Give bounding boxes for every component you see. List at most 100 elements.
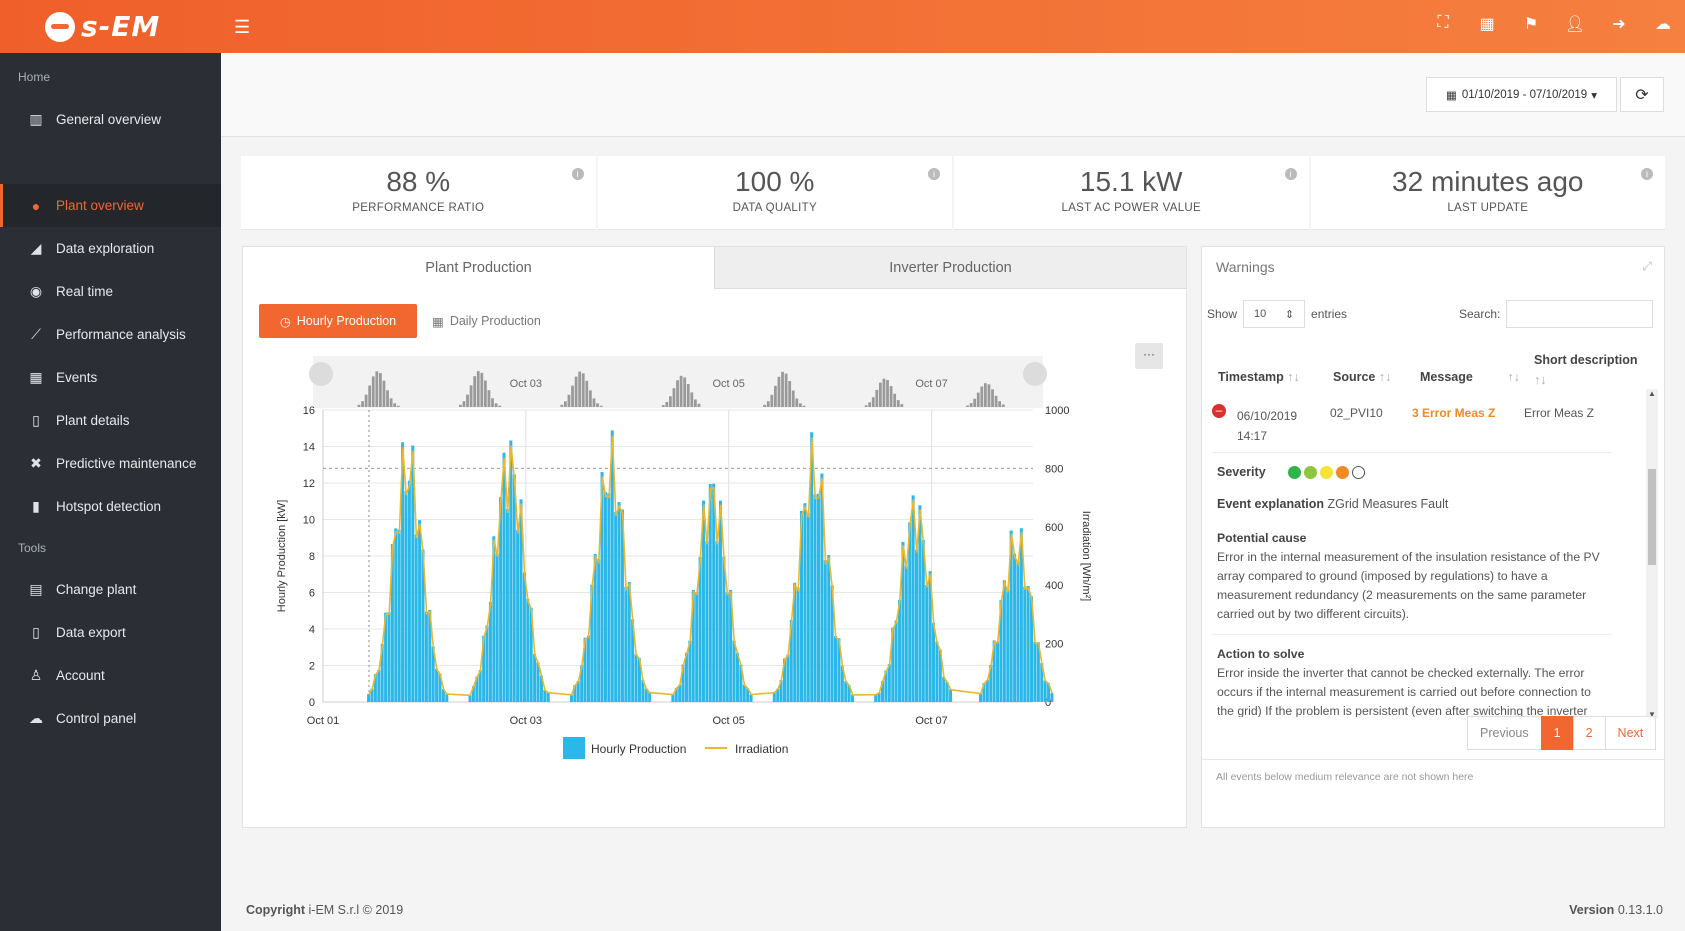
- kpi-label: LAST AC POWER VALUE: [1061, 202, 1201, 214]
- calendar-icon: ▦: [29, 369, 43, 385]
- brand-logo[interactable]: s-EM: [45, 10, 160, 43]
- sidebar-item-account[interactable]: ♙ Account: [0, 654, 221, 697]
- refresh-button[interactable]: ⟳: [1620, 77, 1664, 112]
- next-button[interactable]: Next: [1604, 716, 1657, 750]
- tab-plant-production[interactable]: Plant Production: [425, 260, 532, 276]
- table-row[interactable]: – 06/10/2019 14:17 02_PVI10 3 Error Meas…: [1210, 404, 1622, 446]
- production-bar: [485, 625, 489, 702]
- scroll-up-icon[interactable]: ▲: [1648, 389, 1656, 398]
- production-bar: [505, 509, 509, 702]
- y2-tick-label: 600: [1045, 522, 1063, 534]
- calendar-icon: ▦: [1446, 89, 1457, 102]
- navigator-bar: [581, 373, 585, 407]
- navigator-bar: [563, 401, 567, 407]
- production-bar: [637, 658, 641, 702]
- navigator-bar: [389, 398, 393, 407]
- production-bar: [684, 652, 688, 702]
- navigator-bar: [766, 401, 770, 407]
- table-icon: ▤: [29, 581, 43, 597]
- production-bar: [729, 589, 733, 702]
- sidebar-item-label: General overview: [56, 112, 162, 127]
- previous-button[interactable]: Previous: [1467, 716, 1542, 750]
- sidebar-item-hotspot-detection[interactable]: ▮ Hotspot detection: [0, 485, 221, 528]
- sidebar-item-performance-analysis[interactable]: ⟋ Performance analysis: [0, 313, 221, 356]
- y-tick-label: 10: [303, 515, 315, 527]
- users-icon[interactable]: ☁: [1655, 16, 1671, 33]
- date-range-picker[interactable]: ▦ 01/10/2019 - 07/10/2019 ▾: [1426, 77, 1617, 112]
- info-icon[interactable]: i: [928, 168, 940, 180]
- sidebar-item-label: Real time: [56, 284, 114, 299]
- info-icon[interactable]: i: [1284, 168, 1297, 180]
- production-bar: [996, 641, 1000, 702]
- scroll-thumb[interactable]: [1648, 469, 1656, 565]
- search-input[interactable]: [1506, 300, 1654, 328]
- fullscreen-icon[interactable]: ⤢: [1642, 259, 1652, 273]
- sidebar-item-label: Change plant: [56, 582, 137, 597]
- date-range-label: 01/10/2019 - 07/10/2019: [1461, 88, 1588, 101]
- sidebar-item-change-plant[interactable]: ▤ Change plant: [0, 568, 221, 611]
- navigator-bar: [661, 405, 665, 407]
- production-bar: [648, 692, 652, 702]
- error-icon: –: [1212, 404, 1226, 418]
- flag-icon[interactable]: ⚑: [1523, 16, 1539, 33]
- entries-value: 10: [1254, 308, 1267, 320]
- sidebar-item-predictive-maintenance[interactable]: ✖ Predictive maintenance: [0, 442, 221, 485]
- production-bar: [783, 658, 786, 702]
- production-bar: [681, 664, 685, 702]
- sidebar-item-data-export[interactable]: ▯ Data export: [0, 611, 221, 654]
- sidebar-item-real-time[interactable]: ◉ Real time: [0, 270, 221, 313]
- info-icon[interactable]: i: [571, 168, 584, 180]
- production-bar: [830, 585, 834, 702]
- navigator-bar: [900, 404, 904, 407]
- hourly-production-button[interactable]: ◷ Hourly Production: [259, 304, 417, 338]
- sidebar-item-control-panel[interactable]: ☁ Control panel: [0, 697, 221, 740]
- sidebar-header-home: Home: [18, 70, 51, 84]
- scroll-down-icon[interactable]: ▼: [1648, 710, 1656, 719]
- users-icon: ☁: [29, 710, 43, 726]
- production-bar: [404, 491, 408, 702]
- user-icon[interactable]: 👤︎: [1564, 16, 1586, 33]
- info-icon[interactable]: i: [1641, 168, 1653, 180]
- daily-production-button[interactable]: ▦ Daily Production: [432, 304, 541, 338]
- show-label: Show: [1207, 307, 1238, 321]
- sidebar-item-events[interactable]: ▦ Events: [0, 356, 221, 399]
- row-message[interactable]: 3 Error Meas Z: [1412, 406, 1496, 420]
- irradiation-line: [368, 435, 1053, 697]
- production-bar: [569, 694, 573, 702]
- y-axis-title: Hourly Production [kW]: [276, 500, 288, 612]
- scrollbar[interactable]: ▲ ▼: [1646, 389, 1658, 719]
- navigator-bar: [578, 371, 582, 407]
- potential-cause-text: Error in the internal measurement of the…: [1217, 550, 1600, 621]
- sidebar-item-plant-overview[interactable]: ● Plant overview: [0, 184, 221, 227]
- chart-menu-button[interactable]: ···: [1135, 343, 1163, 369]
- page-1-button[interactable]: 1: [1540, 716, 1574, 750]
- navigator-bar: [987, 384, 991, 407]
- potential-cause-label: Potential cause: [1217, 531, 1307, 545]
- production-bar: [1026, 586, 1030, 702]
- sidebar: Home ▥ General overview ● Plant overview ◢…: [0, 53, 221, 931]
- col-label: Timestamp: [1218, 370, 1284, 384]
- entries-select[interactable]: 10 ⇕: [1243, 300, 1306, 328]
- navigator-bar: [476, 371, 480, 407]
- sidebar-item-plant-details[interactable]: ▯ Plant details: [0, 399, 221, 442]
- tab-inverter-production[interactable]: Inverter Production: [714, 247, 1186, 289]
- grid-icon[interactable]: ▦: [1479, 16, 1495, 33]
- navigator-bar: [574, 376, 578, 407]
- sidebar-item-general-overview[interactable]: ▥ General overview: [0, 98, 221, 141]
- sidebar-item-label: Plant overview: [56, 198, 144, 213]
- sort-icon: ⇕: [1284, 308, 1295, 321]
- col-timestamp[interactable]: Timestamp ↑↓: [1218, 370, 1300, 384]
- navigator-bar: [679, 375, 683, 407]
- col-source[interactable]: Source ↑↓: [1333, 370, 1391, 384]
- sidebar-item-data-exploration[interactable]: ◢ Data exploration: [0, 227, 221, 270]
- menu-toggle-icon[interactable]: ☰: [234, 17, 251, 37]
- page-2-button[interactable]: 2: [1572, 716, 1606, 750]
- y2-axis-title: Irradiation [Wh/m²]: [1080, 511, 1092, 601]
- area-chart-icon: ◢: [30, 240, 42, 256]
- col-message[interactable]: Message ↑↓: [1420, 370, 1520, 384]
- col-short-description[interactable]: Short description ↑↓: [1534, 350, 1652, 390]
- expand-icon[interactable]: ⛶: [1437, 14, 1449, 31]
- y2-tick-label: 800: [1045, 463, 1063, 475]
- logout-icon[interactable]: ➜: [1612, 16, 1626, 33]
- production-bar: [380, 643, 384, 702]
